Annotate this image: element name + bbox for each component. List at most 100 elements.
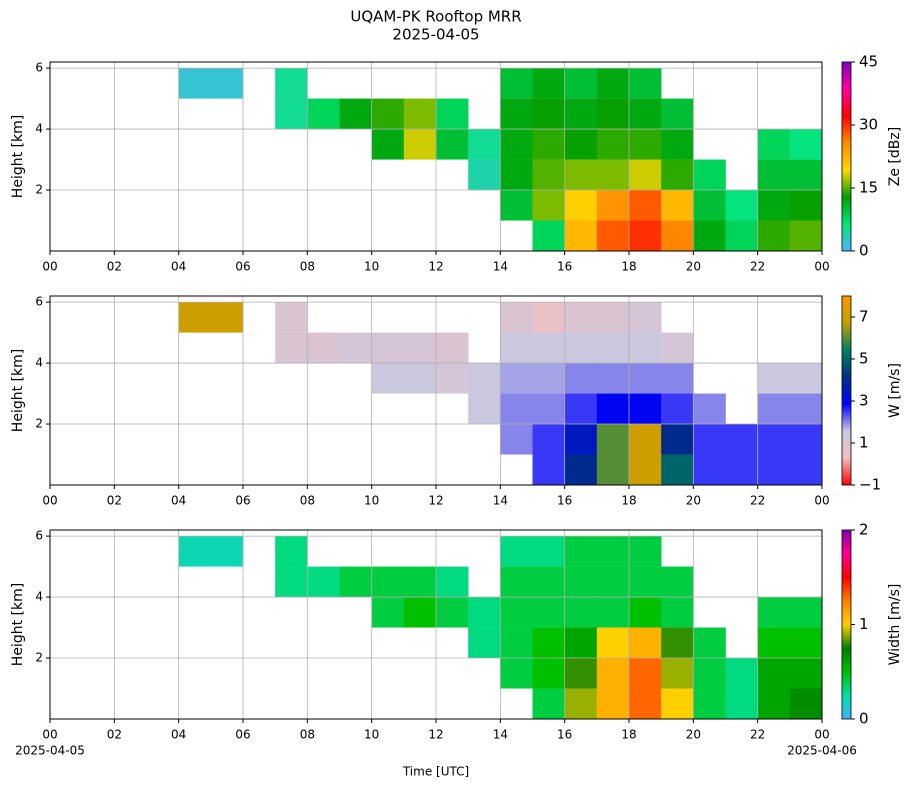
heat-cell — [629, 68, 662, 99]
heat-cell — [275, 536, 308, 567]
heat-cell — [596, 302, 630, 333]
heat-cell — [371, 566, 405, 598]
heat-cell — [693, 159, 726, 191]
heat-cell — [789, 658, 823, 689]
heat-cell — [725, 658, 758, 689]
heat-cell — [661, 393, 694, 425]
plot-frame — [49, 61, 823, 252]
heat-cell — [564, 566, 598, 598]
heat-cell — [564, 597, 598, 628]
heat-cell — [178, 302, 212, 333]
x-tick-label: 04 — [171, 260, 186, 274]
x-tick-label: 00 — [42, 494, 57, 508]
x-tick-label: 16 — [557, 260, 572, 274]
heat-cell — [725, 454, 758, 485]
x-tick-label: 20 — [686, 260, 701, 274]
x-tick-label: 02 — [107, 494, 122, 508]
heat-cell — [532, 688, 565, 719]
x-tick-label: 12 — [428, 260, 443, 274]
x-tick-label: 04 — [171, 494, 186, 508]
colorbar — [841, 529, 852, 720]
heat-cell — [532, 454, 565, 485]
heat-cell — [403, 98, 437, 130]
heat-cell — [596, 220, 630, 251]
heat-cell — [757, 627, 791, 659]
heat-cell — [275, 98, 308, 130]
colorbar-tick-label: −1 — [859, 476, 881, 494]
colorbar — [841, 61, 852, 252]
heat-cell — [789, 627, 823, 659]
colorbar-tick-label: 0 — [859, 710, 869, 728]
heat-cell — [661, 658, 694, 689]
heat-cell — [468, 597, 501, 628]
x-tick-label: 08 — [300, 494, 315, 508]
heat-cell — [564, 658, 598, 689]
heat-cell — [629, 220, 662, 251]
heat-cell — [307, 98, 340, 130]
heat-cell — [403, 566, 437, 598]
x-tick-label: 22 — [750, 494, 765, 508]
heat-cell — [629, 393, 662, 425]
heat-cell — [371, 597, 405, 628]
heat-cell — [500, 190, 533, 221]
heat-cell — [789, 597, 823, 628]
heat-cell — [661, 129, 694, 160]
heat-cell — [629, 159, 662, 191]
heat-cell — [178, 68, 212, 99]
heat-cell — [500, 159, 533, 191]
y-axis-label: Height [km] — [10, 115, 26, 198]
heat-cell — [789, 129, 823, 160]
heat-cell — [436, 363, 469, 394]
heat-cell — [532, 424, 565, 455]
heat-cell — [629, 454, 662, 485]
heat-cell — [629, 566, 662, 598]
x-tick-label: 06 — [235, 260, 250, 274]
heat-cell — [789, 393, 823, 425]
x-tick-label: 14 — [493, 494, 508, 508]
heat-cell — [500, 566, 533, 598]
heat-cell — [596, 658, 630, 689]
heat-cell — [596, 332, 630, 364]
heat-cell — [693, 658, 726, 689]
heat-cell — [564, 190, 598, 221]
heat-cell — [564, 68, 598, 99]
colorbar-tick-label: 1 — [859, 434, 869, 452]
heat-cell — [596, 68, 630, 99]
heat-cell — [725, 688, 758, 719]
chart-subtitle: 2025-04-05 — [392, 26, 479, 44]
heat-cell — [564, 454, 598, 485]
heat-cell — [596, 159, 630, 191]
x-tick-label: 16 — [557, 728, 572, 742]
heat-cell — [532, 332, 565, 364]
heat-cell — [275, 302, 308, 333]
heat-cell — [757, 393, 791, 425]
heat-cell — [596, 566, 630, 598]
heat-cell — [629, 363, 662, 394]
heat-cell — [661, 332, 694, 364]
x-tick-label: 06 — [235, 494, 250, 508]
heat-cell — [693, 393, 726, 425]
heat-cell — [436, 566, 469, 598]
heat-cell — [629, 302, 662, 333]
heat-cell — [725, 190, 758, 221]
heat-cell — [275, 68, 308, 99]
colorbar-tick-label: 2 — [859, 521, 869, 539]
heat-cell — [725, 424, 758, 455]
heat-cell — [532, 302, 565, 333]
heat-cell — [661, 220, 694, 251]
x-tick-label: 00 — [814, 494, 829, 508]
heat-cell — [693, 220, 726, 251]
x-tick-label: 10 — [364, 728, 379, 742]
heat-cell — [596, 98, 630, 130]
x-tick-label: 02 — [107, 728, 122, 742]
heat-cell — [629, 332, 662, 364]
heat-cell — [564, 393, 598, 425]
heat-cell — [468, 363, 501, 394]
heat-cell — [532, 129, 565, 160]
heat-cell — [436, 129, 469, 160]
x-axis-label: Time [UTC] — [402, 765, 469, 779]
x-tick-label: 04 — [171, 728, 186, 742]
heat-cell — [339, 332, 372, 364]
heat-cell — [178, 536, 212, 567]
